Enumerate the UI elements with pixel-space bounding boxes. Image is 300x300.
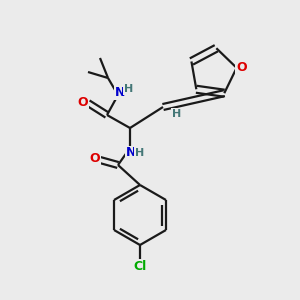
Text: H: H	[135, 148, 145, 158]
Text: Cl: Cl	[134, 260, 147, 274]
Text: O: O	[90, 152, 100, 164]
Text: H: H	[172, 109, 182, 119]
Text: O: O	[236, 61, 247, 74]
Text: N: N	[115, 85, 125, 98]
Text: H: H	[124, 84, 134, 94]
Text: O: O	[78, 95, 88, 109]
Text: N: N	[126, 146, 136, 160]
